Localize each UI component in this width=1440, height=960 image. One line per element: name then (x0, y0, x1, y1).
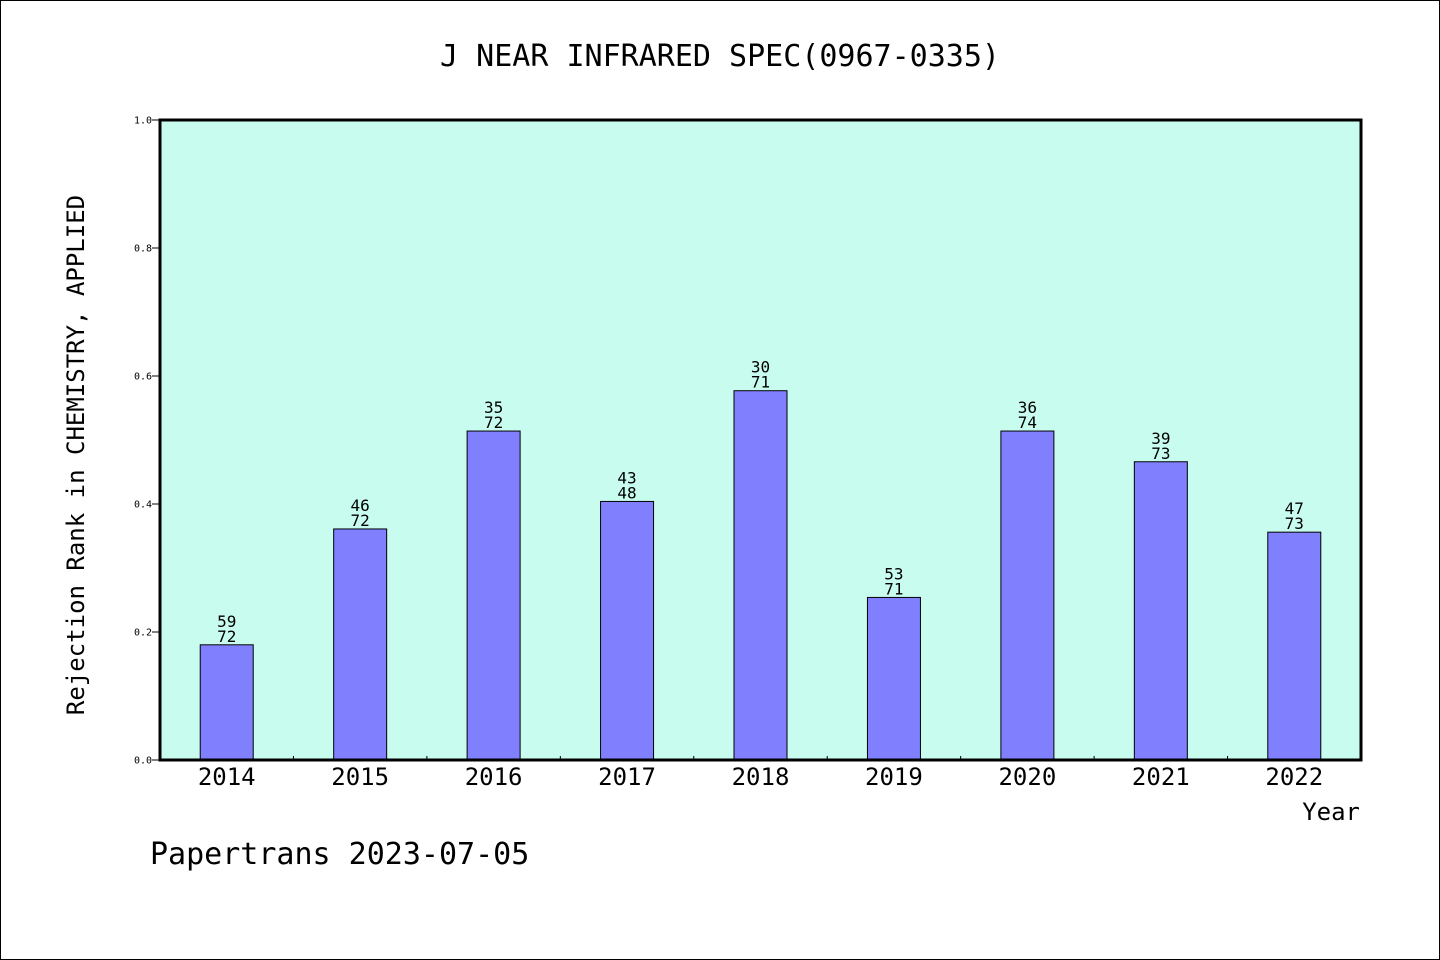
bar-label-total: 73 (1285, 514, 1304, 533)
x-tick-label: 2016 (465, 763, 523, 791)
bar-label-rank: 59 (217, 612, 236, 631)
bar-2017 (600, 500, 655, 761)
x-tick-label: 2019 (865, 763, 923, 791)
bar-label-rank: 36 (1018, 398, 1037, 417)
bar-label-total: 74 (1018, 413, 1037, 432)
x-tick-label: 2018 (732, 763, 790, 791)
bar-label-total: 71 (751, 373, 770, 392)
bar-label-rank: 35 (484, 398, 503, 417)
bar-label-rank: 47 (1285, 499, 1304, 518)
x-tick-label: 2020 (998, 763, 1056, 791)
y-tick-label: 0.8 (134, 244, 152, 255)
bar-label-total: 48 (617, 483, 636, 502)
bar-label-rank: 39 (1151, 429, 1170, 448)
y-tick-label: 0.0 (134, 756, 152, 767)
bar-2018 (733, 390, 788, 761)
x-tick-label: 2022 (1265, 763, 1323, 791)
y-tick-label: 0.6 (134, 372, 152, 383)
bar-2020 (1000, 430, 1055, 761)
bar-label-total: 72 (217, 627, 236, 646)
bar-label-total: 73 (1151, 444, 1170, 463)
bar-2021 (1133, 461, 1188, 761)
bar-label-total: 71 (884, 579, 903, 598)
bar-2022 (1267, 531, 1322, 761)
x-tick-label: 2021 (1132, 763, 1190, 791)
bar-label-total: 72 (351, 511, 370, 530)
bar-label-rank: 46 (351, 496, 370, 515)
footer-credit: Papertrans 2023-07-05 (150, 837, 529, 872)
bar-label-rank: 53 (884, 564, 903, 583)
y-axis-label: Rejection Rank in CHEMISTRY, APPLIED (62, 195, 90, 715)
y-tick-label: 1.0 (134, 116, 152, 127)
bar-2019 (866, 596, 921, 761)
x-tick-label: 2015 (331, 763, 389, 791)
x-axis-label: Year (1302, 798, 1360, 826)
chart-title: J NEAR INFRARED SPEC(0967-0335) (440, 39, 1000, 74)
bar-2015 (333, 528, 388, 761)
y-tick-label: 0.2 (134, 628, 152, 639)
x-tick-label: 2014 (198, 763, 256, 791)
bar-label-rank: 30 (751, 358, 770, 377)
y-axis: 0.0 0.2 0.4 0.6 0.8 1.0 (134, 116, 160, 767)
bar-label-rank: 43 (617, 468, 636, 487)
x-tick-label: 2017 (598, 763, 656, 791)
plot-border (158, 118, 1363, 762)
x-axis: 2014 2015 2016 2017 2018 2019 2020 2021 2022 (198, 756, 1323, 791)
bar-2014 (199, 644, 254, 761)
bar-label-total: 72 (484, 413, 503, 432)
y-tick-label: 0.4 (134, 500, 152, 511)
bar-2016 (466, 430, 521, 761)
